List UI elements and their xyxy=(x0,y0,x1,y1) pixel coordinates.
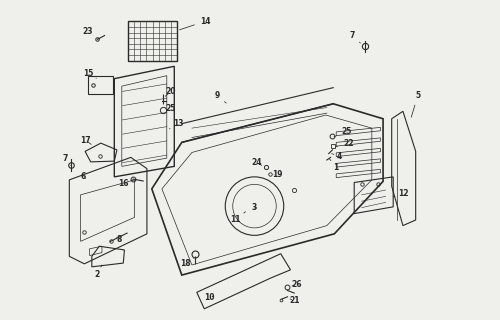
Text: 1: 1 xyxy=(330,159,339,172)
Text: 15: 15 xyxy=(83,69,96,78)
Text: 25: 25 xyxy=(334,127,352,137)
Text: 16: 16 xyxy=(118,179,133,188)
Text: 9: 9 xyxy=(214,91,226,103)
Text: 24: 24 xyxy=(252,158,262,167)
Text: 5: 5 xyxy=(411,91,420,117)
Text: 13: 13 xyxy=(170,119,183,129)
Text: 19: 19 xyxy=(272,170,282,179)
Text: 20: 20 xyxy=(165,87,176,96)
Text: 2: 2 xyxy=(94,265,102,279)
Text: 18: 18 xyxy=(180,258,194,268)
Text: 26: 26 xyxy=(292,280,302,289)
Text: 8: 8 xyxy=(116,235,122,244)
Text: 11: 11 xyxy=(230,212,246,224)
Text: 6: 6 xyxy=(80,172,86,181)
Text: 17: 17 xyxy=(80,136,91,145)
Text: 10: 10 xyxy=(204,293,215,302)
Text: 3: 3 xyxy=(252,204,257,212)
Text: 23: 23 xyxy=(83,27,100,39)
Text: 14: 14 xyxy=(180,17,210,30)
Text: 4: 4 xyxy=(332,152,342,161)
Text: 12: 12 xyxy=(393,189,408,198)
Text: 7: 7 xyxy=(350,31,360,43)
Text: 25: 25 xyxy=(166,104,175,113)
Text: 22: 22 xyxy=(336,139,353,148)
Text: 7: 7 xyxy=(63,154,71,166)
Text: 21: 21 xyxy=(289,296,300,305)
